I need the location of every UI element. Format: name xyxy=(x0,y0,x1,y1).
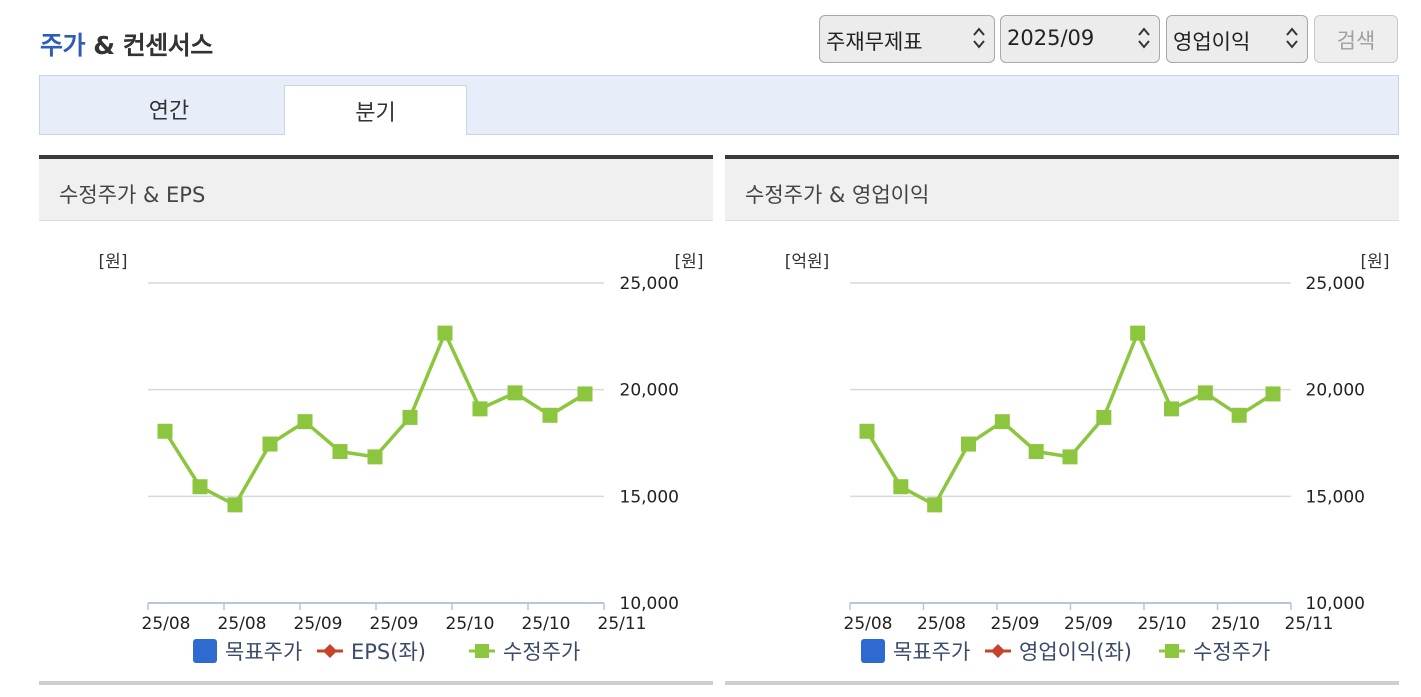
price-operating-profit-chart: [억원] [원] 10,000 15,000 20,000 25,000 25/08 25/0… xyxy=(785,252,1390,664)
adjusted-price-point xyxy=(1096,409,1112,425)
metric-select[interactable]: 영업이익 xyxy=(1166,15,1308,63)
adjusted-price-point xyxy=(927,497,943,513)
x-tick-label: 25/08 xyxy=(844,614,893,634)
period-select-value: 2025/09 xyxy=(1007,26,1095,50)
statement-select[interactable]: 주재무제표 xyxy=(819,15,995,63)
legend-label: 목표주가 xyxy=(225,640,302,664)
period-select[interactable]: 2025/09 xyxy=(1000,15,1160,63)
metric-select-value: 영업이익 xyxy=(1173,30,1251,54)
statement-select-value: 주재무제표 xyxy=(826,30,923,54)
y-left-unit-label: [원] xyxy=(99,252,128,272)
legend-label: 수정주가 xyxy=(503,640,580,664)
chevron-updown-icon xyxy=(1286,27,1298,49)
adjusted-price-point xyxy=(1130,325,1146,341)
y-right-unit-label: [원] xyxy=(1361,252,1390,272)
chevron-updown-icon xyxy=(1138,27,1150,49)
panel-divider xyxy=(39,681,713,685)
page-title-rest: & 컨센서스 xyxy=(85,31,213,60)
adjusted-price-point xyxy=(472,401,488,417)
adjusted-price-point xyxy=(577,386,593,402)
x-tick-label: 25/09 xyxy=(370,614,419,634)
adjusted-price-point xyxy=(859,423,875,439)
x-tick-label: 25/11 xyxy=(598,614,647,634)
y-tick-label: 20,000 xyxy=(1306,381,1365,401)
adjusted-price-point xyxy=(1062,449,1078,465)
adjusted-price-point xyxy=(332,444,348,460)
panel-title: 수정주가 & 영업이익 xyxy=(745,183,930,207)
adjusted-price-point xyxy=(542,407,558,423)
tab-annual[interactable]: 연간 xyxy=(148,99,190,124)
chart-panel-operating-profit: 수정주가 & 영업이익 [억원] [원] 10,000 15,000 20,000 25,… xyxy=(725,155,1399,685)
x-tick-label: 25/10 xyxy=(446,614,495,634)
adjusted-price-point xyxy=(994,414,1010,430)
page-title: 주가 & 컨센서스 xyxy=(40,26,213,62)
adjusted-price-point xyxy=(227,497,243,513)
adjusted-price-point xyxy=(157,423,173,439)
y-tick-label: 10,000 xyxy=(1306,594,1365,614)
adjusted-price-point xyxy=(961,436,976,452)
adjusted-price-point xyxy=(1164,401,1179,417)
x-tick-label: 25/11 xyxy=(1285,614,1334,634)
panel-divider xyxy=(725,681,1399,685)
adjusted-price-point xyxy=(507,385,523,401)
search-button[interactable]: 검색 xyxy=(1314,15,1398,63)
legend-target-price-swatch xyxy=(193,639,217,663)
adjusted-price-point xyxy=(1197,385,1213,401)
chevron-updown-icon xyxy=(973,27,985,49)
legend-adjusted-price-square xyxy=(475,644,489,658)
adjusted-price-point xyxy=(402,409,418,425)
y-left-unit-label: [억원] xyxy=(785,252,830,272)
legend-label: 수정주가 xyxy=(1193,640,1270,664)
legend-label: 영업이익(좌) xyxy=(1019,640,1132,664)
x-tick-label: 25/09 xyxy=(1064,614,1113,634)
adjusted-price-point xyxy=(367,449,383,465)
legend-metric-diamond xyxy=(991,644,1005,658)
x-tick-label: 25/10 xyxy=(1138,614,1187,634)
legend-adjusted-price-square xyxy=(1165,644,1179,658)
x-tick-label: 25/08 xyxy=(917,614,966,634)
y-tick-label: 25,000 xyxy=(1306,274,1365,294)
adjusted-price-point xyxy=(437,325,453,341)
x-tick-label: 25/09 xyxy=(294,614,343,634)
x-tick-label: 25/08 xyxy=(142,614,191,634)
chart-panel-eps: 수정주가 & EPS [원] [원] 10,000 15,000 20,000 25,00… xyxy=(39,155,713,685)
price-eps-chart: [원] [원] 10,000 15,000 20,000 25,000 25/08 25/08… xyxy=(99,252,704,664)
x-tick-label: 25/10 xyxy=(522,614,571,634)
page-title-accent: 주가 xyxy=(40,31,86,60)
adjusted-price-line xyxy=(163,331,586,507)
tab-quarterly[interactable]: 분기 xyxy=(284,85,467,135)
adjusted-price-point xyxy=(192,479,208,495)
y-right-unit-label: [원] xyxy=(675,252,704,272)
y-tick-label: 10,000 xyxy=(620,594,679,614)
y-tick-label: 25,000 xyxy=(620,274,679,294)
legend-label: EPS(좌) xyxy=(351,640,426,664)
x-tick-label: 25/09 xyxy=(991,614,1040,634)
adjusted-price-line xyxy=(865,331,1274,507)
adjusted-price-point xyxy=(297,414,313,430)
y-tick-label: 20,000 xyxy=(620,381,679,401)
adjusted-price-point xyxy=(1231,407,1247,423)
adjusted-price-point xyxy=(1028,444,1044,460)
adjusted-price-point xyxy=(262,436,278,452)
legend-target-price-swatch xyxy=(861,639,885,663)
legend-label: 목표주가 xyxy=(893,640,970,664)
panel-header: 수정주가 & EPS xyxy=(39,155,713,221)
x-tick-label: 25/08 xyxy=(218,614,267,634)
period-tabs: 연간 분기 xyxy=(39,75,1399,135)
adjusted-price-point xyxy=(893,479,909,495)
adjusted-price-point xyxy=(1265,386,1281,402)
legend-metric-diamond xyxy=(323,644,337,658)
panel-title: 수정주가 & EPS xyxy=(59,183,206,207)
y-tick-label: 15,000 xyxy=(1306,487,1365,507)
panel-header: 수정주가 & 영업이익 xyxy=(725,155,1399,221)
y-tick-label: 15,000 xyxy=(620,487,679,507)
x-tick-label: 25/10 xyxy=(1211,614,1260,634)
